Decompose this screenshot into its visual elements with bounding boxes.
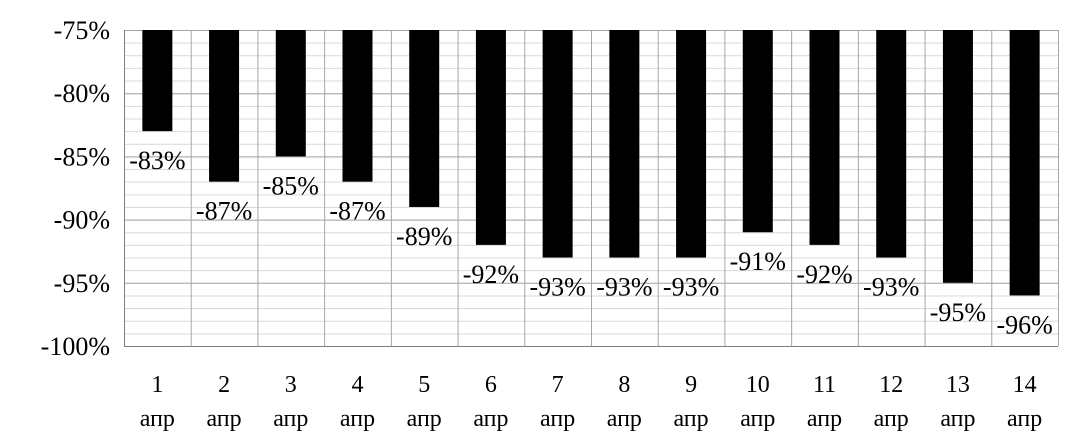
category-label-month: апр <box>540 406 575 432</box>
bar <box>676 30 707 258</box>
category-label-month: апр <box>874 406 909 432</box>
data-label: -89% <box>396 222 452 251</box>
data-label: -93% <box>863 273 919 302</box>
data-label: -92% <box>796 260 852 289</box>
category-label-day: 2 <box>218 372 230 398</box>
category-label-day: 3 <box>285 372 297 398</box>
axis-lines <box>124 30 1059 347</box>
bar <box>475 30 506 245</box>
category-label-day: 6 <box>485 372 497 398</box>
category-label-month: апр <box>473 406 508 432</box>
category-label-month: апр <box>673 406 708 432</box>
data-label: -92% <box>463 260 519 289</box>
y-tick-label: -85% <box>54 142 110 171</box>
category-label-day: 1 <box>151 372 163 398</box>
category-label-day: 5 <box>418 372 430 398</box>
data-labels: -83% -87% -85% -87% -89% -92% -93% -93% -93% -91%… <box>129 146 1053 339</box>
category-label-day: 4 <box>352 372 364 398</box>
y-tick-label: -80% <box>54 79 110 108</box>
bar <box>1009 30 1040 296</box>
category-label-day: 13 <box>946 372 970 398</box>
data-label: -93% <box>663 273 719 302</box>
data-label: -93% <box>596 273 652 302</box>
bar <box>142 30 173 132</box>
category-label-month: апр <box>407 406 442 432</box>
category-label-day: 9 <box>685 372 697 398</box>
data-label: -93% <box>529 273 585 302</box>
bar <box>609 30 640 258</box>
y-tick-label: -100% <box>41 332 110 361</box>
bar <box>275 30 306 157</box>
bars <box>142 30 1040 296</box>
bar <box>942 30 973 283</box>
data-label: -96% <box>996 310 1052 339</box>
category-label-day: 10 <box>746 372 770 398</box>
data-label: -85% <box>263 171 319 200</box>
bar <box>342 30 373 182</box>
y-tick-label: -95% <box>54 269 110 298</box>
data-label: -87% <box>329 197 385 226</box>
data-label: -91% <box>730 247 786 276</box>
category-label-month: апр <box>940 406 975 432</box>
category-label-month: апр <box>140 406 175 432</box>
bar <box>809 30 840 245</box>
category-label-month: апр <box>807 406 842 432</box>
category-label-month: апр <box>273 406 308 432</box>
bar <box>209 30 240 182</box>
y-tick-label: -90% <box>54 206 110 235</box>
category-dividers <box>190 30 993 346</box>
category-label-day: 8 <box>618 372 630 398</box>
bar <box>409 30 440 207</box>
category-label-day: 14 <box>1013 372 1037 398</box>
category-label-day: 12 <box>879 372 903 398</box>
category-label-day: 7 <box>552 372 564 398</box>
y-tick-label: -75% <box>54 16 110 45</box>
category-label-month: апр <box>607 406 642 432</box>
y-tick-labels: -75% -80% -85% -90% -95% -100% <box>41 16 110 361</box>
data-label: -95% <box>930 298 986 327</box>
bar <box>542 30 573 258</box>
category-label-month: апр <box>340 406 375 432</box>
category-label-month: апр <box>740 406 775 432</box>
category-label-month: апр <box>1007 406 1042 432</box>
data-label: -83% <box>129 146 185 175</box>
bar <box>876 30 907 258</box>
category-label-day: 11 <box>813 372 836 398</box>
category-labels: 1 апр 2 апр 3 апр 4 апр 5 апр 6 апр 7 апр 8 апр 9 апр 10 ап… <box>140 372 1042 432</box>
category-label-month: апр <box>206 406 241 432</box>
data-label: -87% <box>196 197 252 226</box>
bar <box>742 30 773 233</box>
